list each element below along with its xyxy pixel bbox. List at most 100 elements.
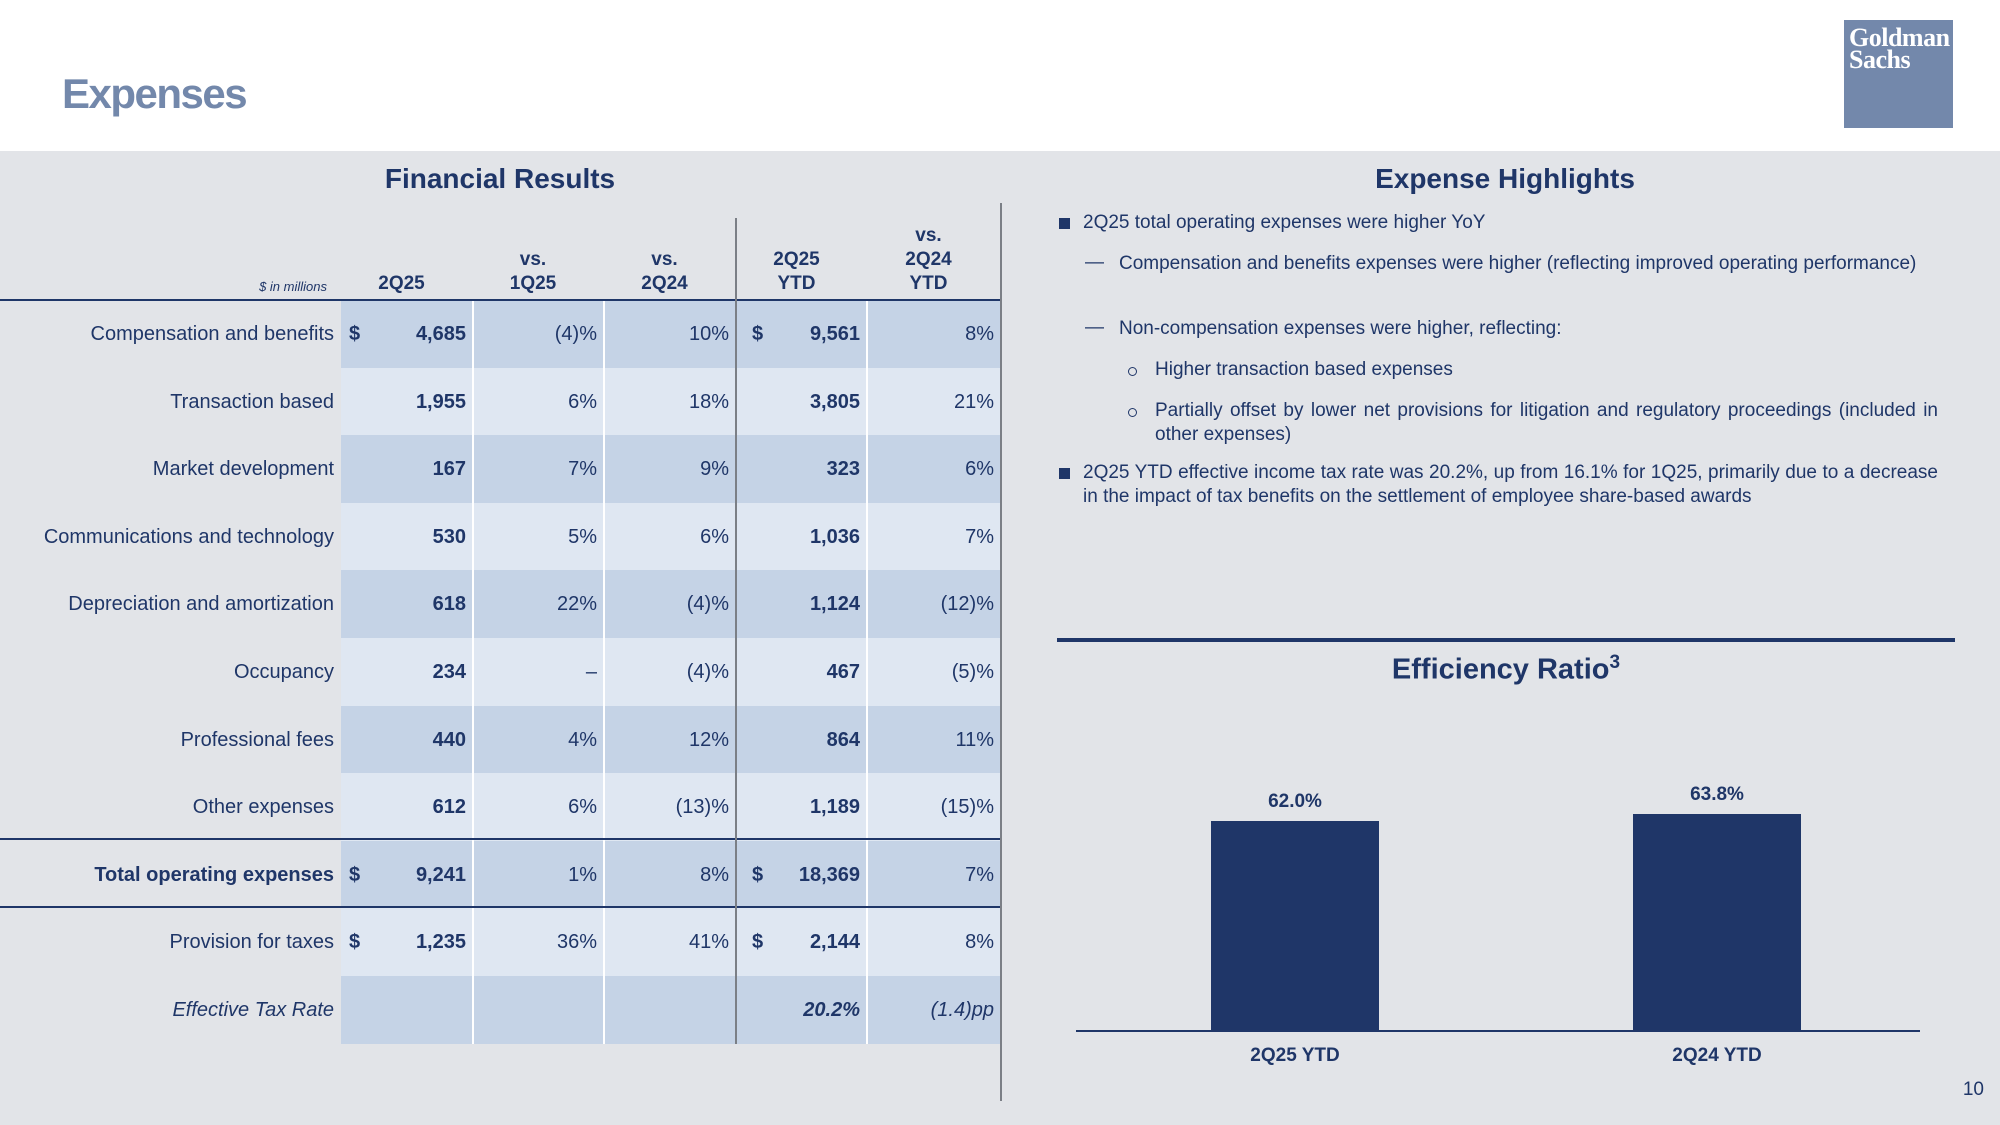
- table-row: Transaction based 1,955 6% 18% 3,805 21%: [0, 367, 1000, 436]
- cell-background: [604, 570, 735, 639]
- column-header: vs. 1Q25: [468, 248, 598, 296]
- circle-bullet-icon: [1128, 367, 1137, 376]
- logo-word-1: Goldman: [1849, 23, 1950, 52]
- cell-vsytd: (1.4)pp: [930, 999, 994, 1021]
- cell-vsytd: 7%: [965, 863, 994, 886]
- cell-q: 618: [432, 593, 466, 616]
- cell-ytd: 20.2%: [803, 999, 860, 1021]
- column-header-line: YTD: [777, 273, 816, 294]
- column-header: vs. 2Q24 YTD: [862, 224, 995, 296]
- cell-background: [604, 638, 735, 706]
- cell-ytd: 18,369: [798, 863, 860, 886]
- highlight-sub-sub-bullet-1: Higher transaction based expenses: [1155, 359, 1453, 380]
- cell-background: [473, 840, 603, 909]
- cell-vs2q: 8%: [700, 863, 729, 886]
- highlight-bullet-2: 2Q25 YTD effective income tax rate was 2…: [1083, 462, 1938, 507]
- cell-background: [604, 367, 735, 436]
- cell-vs1q: –: [585, 661, 597, 683]
- table-row: Communications and technology 530 5% 6% 1,03…: [0, 502, 1000, 571]
- cell-background: [473, 435, 603, 504]
- cell-background: [473, 908, 603, 977]
- row-label: Market development: [152, 458, 334, 481]
- cell-vs2q: 9%: [700, 458, 729, 481]
- highlight-bullet-1: 2Q25 total operating expenses were highe…: [1083, 212, 1486, 233]
- cell-vsytd: (15)%: [940, 796, 994, 819]
- column-header: 2Q25: [336, 272, 467, 296]
- cell-background: [341, 367, 472, 436]
- expense-highlights-title: Expense Highlights: [1375, 163, 1635, 194]
- efficiency-ratio-chart: 62.0% 2Q25 YTD 63.8% 2Q24 YTD: [1076, 784, 1920, 1066]
- column-header-line: 1Q25: [509, 273, 557, 294]
- cell-background: [473, 705, 603, 774]
- row-label: Professional fees: [180, 728, 334, 751]
- currency-symbol: $: [752, 863, 764, 886]
- table-row: Other expenses 612 6% (13)% 1,189 (15)%: [0, 773, 1000, 842]
- square-bullet-icon: [1059, 468, 1070, 479]
- cell-background: [737, 502, 866, 571]
- page-title: Expenses: [62, 70, 248, 117]
- cell-ytd: 9,561: [809, 323, 860, 345]
- cell-background: [473, 976, 603, 1044]
- cell-q: 234: [432, 661, 466, 683]
- cell-background: [473, 570, 603, 639]
- goldman-sachs-logo: Goldman Sachs: [1844, 20, 1953, 128]
- cell-vs2q: 10%: [688, 323, 729, 345]
- cell-vs1q: (4)%: [554, 323, 597, 345]
- circle-bullet-icon: [1128, 408, 1137, 417]
- table-rule: [0, 906, 1000, 908]
- row-label: Depreciation and amortization: [68, 593, 334, 616]
- table-row: Effective Tax Rate 20.2% (1.4)pp: [0, 976, 1000, 1044]
- row-label: Effective Tax Rate: [172, 999, 334, 1021]
- cell-background: [737, 840, 866, 909]
- cell-q: 612: [432, 796, 466, 819]
- column-header-line: YTD: [909, 273, 948, 294]
- financial-results-title: Financial Results: [384, 163, 616, 194]
- column-header-line: 2Q25: [378, 273, 425, 294]
- cell-vsytd: 21%: [953, 390, 994, 413]
- table-row: Market development 167 7% 9% 323 6%: [0, 435, 1000, 504]
- cell-background: [473, 300, 603, 368]
- row-label: Other expenses: [192, 796, 334, 819]
- column-separator: [866, 300, 868, 1044]
- table-row: Occupancy 234 – (4)% 467 (5)%: [0, 638, 1000, 706]
- table-rule: [0, 838, 1000, 840]
- row-label: Compensation and benefits: [90, 323, 335, 345]
- column-header: vs. 2Q24: [599, 248, 730, 296]
- cell-vs1q: 1%: [568, 863, 597, 886]
- square-bullet-icon: [1059, 218, 1070, 229]
- cell-vs2q: 18%: [688, 390, 729, 413]
- cell-background: [867, 840, 1000, 909]
- row-label: Transaction based: [170, 390, 334, 413]
- table-row: Total operating expenses 9,241 1% 8% 18,369 7…: [0, 840, 1000, 909]
- cell-vs2q: (13)%: [675, 796, 729, 819]
- efficiency-top-rule: [1057, 638, 1955, 642]
- row-label: Communications and technology: [43, 525, 334, 548]
- page-number: 10: [1962, 1079, 1984, 1100]
- bar-data-label: 63.8%: [1690, 784, 1744, 805]
- cell-vs1q: 22%: [556, 593, 597, 616]
- efficiency-title-text: Efficiency Ratio: [1391, 653, 1610, 686]
- cell-vs2q: 6%: [700, 525, 729, 548]
- highlight-sub-sub-bullet-2: Partially offset by lower net provisions…: [1155, 400, 1938, 445]
- column-separator: [603, 300, 605, 1044]
- cell-background: [737, 705, 866, 774]
- cell-ytd: 1,036: [809, 525, 860, 548]
- cell-background: [341, 908, 472, 977]
- cell-vs2q: [604, 976, 729, 1044]
- cell-background: [867, 705, 1000, 774]
- cell-ytd: 2,144: [809, 931, 860, 954]
- currency-symbol: $: [349, 863, 361, 886]
- cell-background: [341, 638, 472, 706]
- cell-q: 1,235: [415, 931, 466, 954]
- cell-vs2q: 41%: [688, 931, 729, 954]
- efficiency-bar: [1633, 814, 1801, 1030]
- cell-background: [867, 773, 1000, 842]
- cell-background: [341, 570, 472, 639]
- cell-q: [341, 976, 466, 1044]
- cell-background: [737, 435, 866, 504]
- category-label: 2Q25 YTD: [1250, 1045, 1339, 1066]
- cell-background: [867, 367, 1000, 436]
- cell-background: [604, 705, 735, 774]
- cell-background: [604, 435, 735, 504]
- cell-background: [604, 300, 735, 368]
